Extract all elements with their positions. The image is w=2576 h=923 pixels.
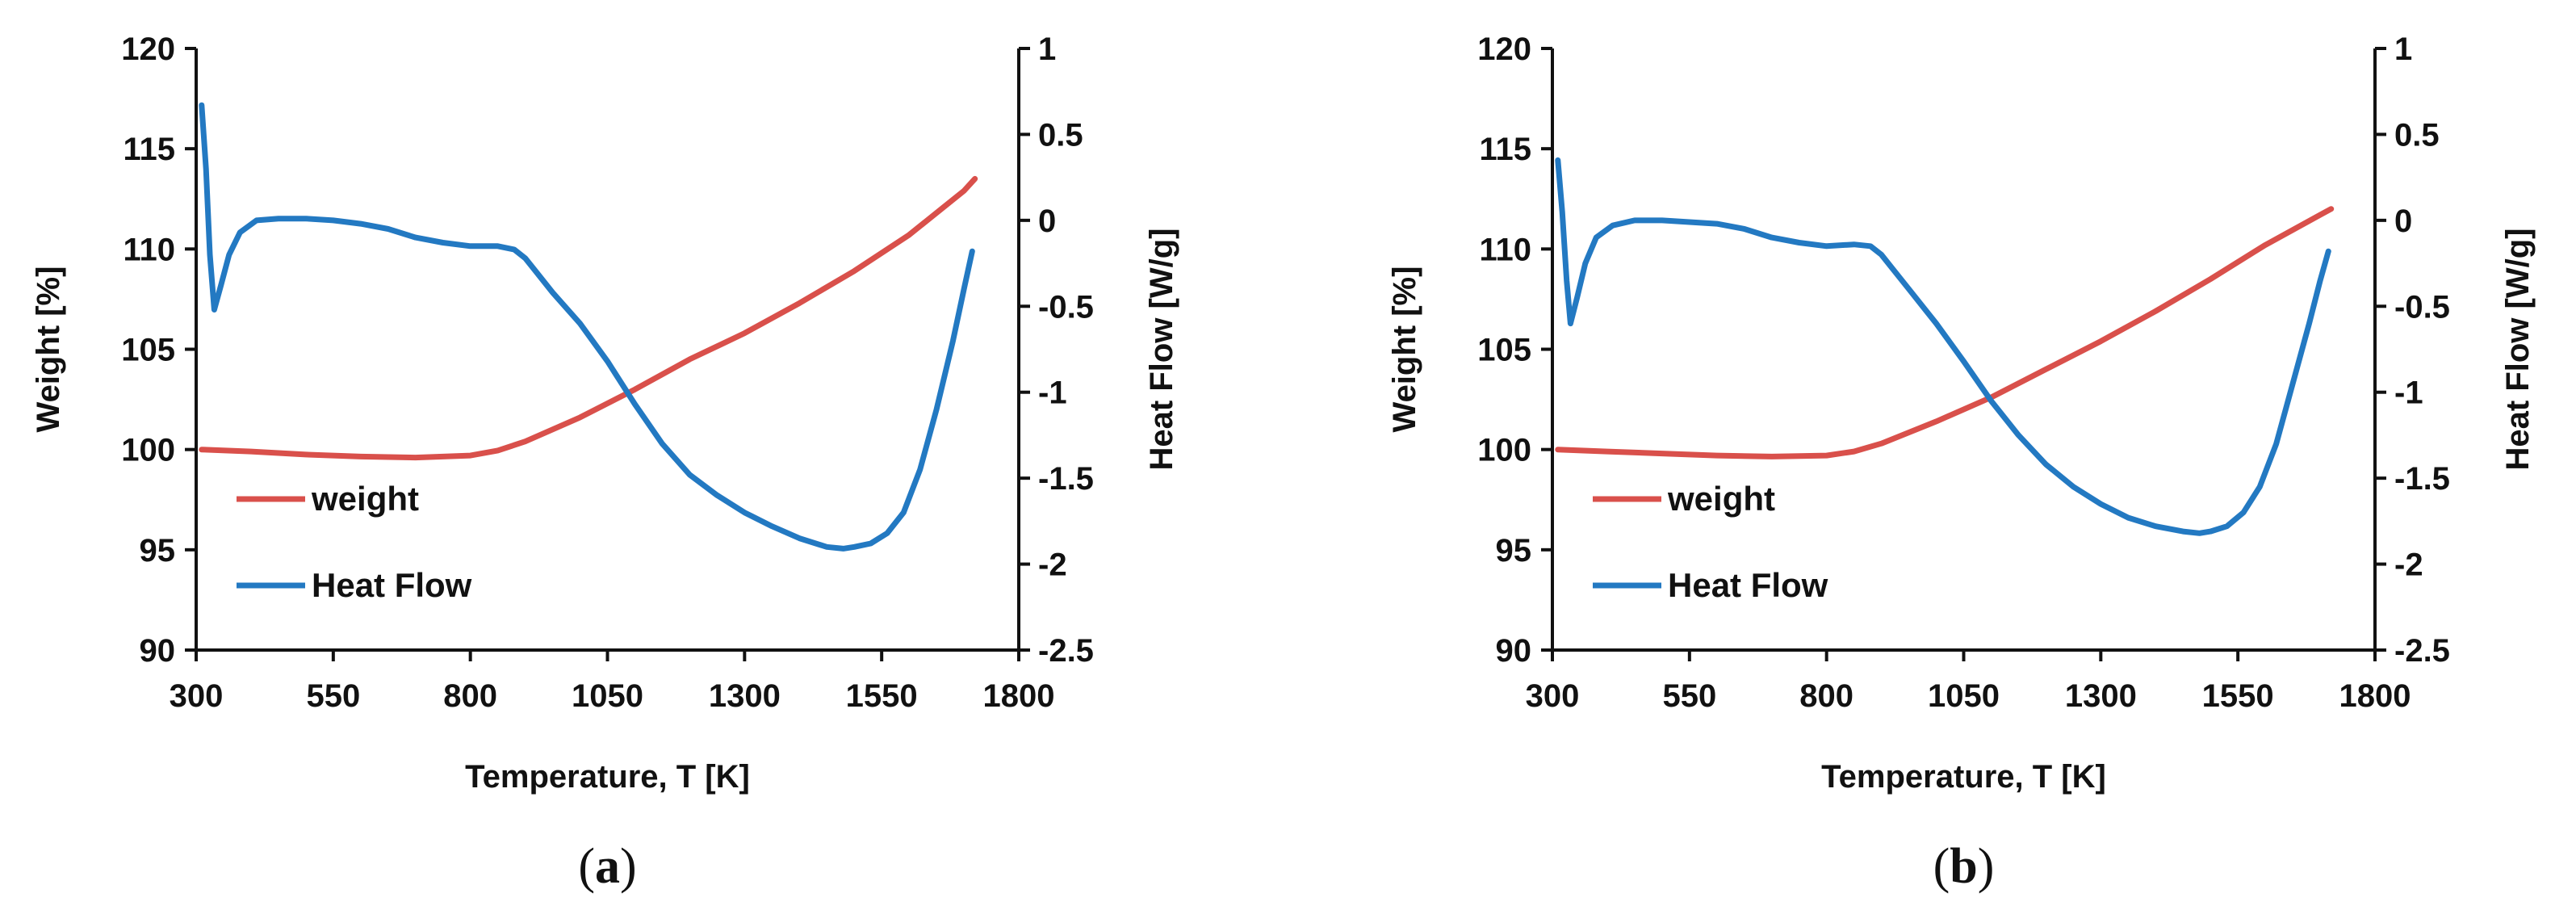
y-right-tick-label: -2: [2394, 548, 2423, 583]
x-tick-label: 800: [1799, 678, 1853, 714]
y-right-tick-label: 0.5: [2394, 117, 2440, 153]
x-tick-label: 300: [170, 678, 224, 714]
y-left-tick-label: 100: [1477, 433, 1531, 468]
y-left-tick-label: 110: [123, 232, 175, 267]
y-right-ticks-panel-a: -2.5 -2 -1.5 -1 -0.5 0 0.5 1: [1019, 31, 1094, 669]
series-weight-line: [199, 175, 978, 461]
y-right-axis-label-panel-a: Heat Flow [W/g]: [1144, 229, 1179, 471]
y-right-tick-label: -1: [2394, 375, 2423, 411]
y-left-tick-label: 105: [121, 333, 175, 368]
x-tick-label: 1050: [1928, 678, 2000, 714]
y-left-tick-label: 120: [121, 31, 175, 67]
y-left-tick-label: 95: [140, 533, 176, 568]
y-right-tick-label: 1: [1038, 31, 1056, 67]
x-tick-label: 1800: [2339, 678, 2411, 714]
axes-panel-b: [1551, 48, 2377, 652]
legend-panel-a: weight Heat Flow: [237, 480, 472, 604]
y-right-tick-label: -1: [1038, 375, 1067, 411]
x-tick-label: 300: [1526, 678, 1580, 714]
legend-heatflow-label: Heat Flow: [1668, 566, 1828, 604]
x-axis-label-panel-b: Temperature, T [K]: [1821, 759, 2106, 795]
y-right-tick-label: -0.5: [1038, 289, 1094, 325]
panel-caption-a: (a): [578, 839, 636, 894]
y-left-ticks-panel-b: 90 95 100 105 110 115 120: [1477, 31, 1552, 669]
y-right-tick-label: 0.5: [1038, 117, 1083, 153]
series-weight-line: [1555, 206, 2335, 459]
x-tick-label: 1050: [572, 678, 643, 714]
x-axis-label-panel-a: Temperature, T [K]: [465, 759, 750, 795]
y-right-tick-label: -2.5: [1038, 633, 1094, 669]
x-tick-label: 1300: [2065, 678, 2137, 714]
y-right-ticks-panel-b: -2.5 -2 -1.5 -1 -0.5 0 0.5 1: [2375, 31, 2450, 669]
legend-heatflow-label: Heat Flow: [312, 566, 472, 604]
y-left-tick-label: 105: [1477, 333, 1531, 368]
legend-panel-b: weight Heat Flow: [1593, 480, 1828, 604]
x-tick-label: 800: [443, 678, 497, 714]
series-panel-b: [1555, 157, 2335, 536]
y-left-ticks-panel-a: 90 95 100 105 110 115 120: [121, 31, 196, 669]
panel-caption-b: (b): [1933, 839, 1995, 894]
series-panel-a: [199, 102, 978, 552]
y-left-tick-label: 90: [140, 633, 176, 669]
x-tick-label: 550: [1662, 678, 1716, 714]
chart-panel-a: 300 550 800 1050 1300 1550 1800 90 95 100 105 110 1…: [31, 31, 1179, 894]
axes-panel-a: [195, 48, 1020, 652]
y-right-axis-label-panel-b: Heat Flow [W/g]: [2500, 229, 2536, 471]
y-right-tick-label: -1.5: [2394, 461, 2450, 497]
x-tick-label: 1550: [846, 678, 918, 714]
y-left-tick-label: 100: [121, 433, 175, 468]
chart-panel-b: 300 550 800 1050 1300 1550 1800 90 95 100 105 110 1…: [1387, 31, 2536, 894]
y-right-tick-label: -2.5: [2394, 633, 2450, 669]
x-tick-label: 550: [306, 678, 360, 714]
y-left-axis-label-panel-b: Weight [%]: [1387, 266, 1422, 433]
series-heatflow-line: [199, 102, 975, 552]
y-right-tick-label: -1.5: [1038, 461, 1094, 497]
x-tick-label: 1550: [2202, 678, 2274, 714]
x-tick-label: 1800: [983, 678, 1055, 714]
y-left-tick-label: 95: [1496, 533, 1532, 568]
legend-weight-label: weight: [311, 480, 419, 518]
y-left-tick-label: 115: [123, 132, 175, 167]
y-left-tick-label: 110: [1479, 232, 1531, 267]
series-heatflow-line: [1555, 157, 2331, 536]
y-left-axis-label-panel-a: Weight [%]: [31, 266, 66, 433]
y-right-tick-label: -0.5: [2394, 289, 2450, 325]
legend-weight-label: weight: [1667, 480, 1775, 518]
y-left-tick-label: 115: [1479, 132, 1531, 167]
x-ticks-panel-a: 300 550 800 1050 1300 1550 1800: [170, 650, 1055, 714]
x-ticks-panel-b: 300 550 800 1050 1300 1550 1800: [1526, 650, 2411, 714]
y-right-tick-label: 0: [1038, 203, 1056, 239]
y-left-tick-label: 120: [1477, 31, 1531, 67]
y-right-tick-label: 1: [2394, 31, 2412, 67]
y-right-tick-label: 0: [2394, 203, 2412, 239]
y-left-tick-label: 90: [1496, 633, 1532, 669]
y-right-tick-label: -2: [1038, 548, 1067, 583]
x-tick-label: 1300: [709, 678, 781, 714]
